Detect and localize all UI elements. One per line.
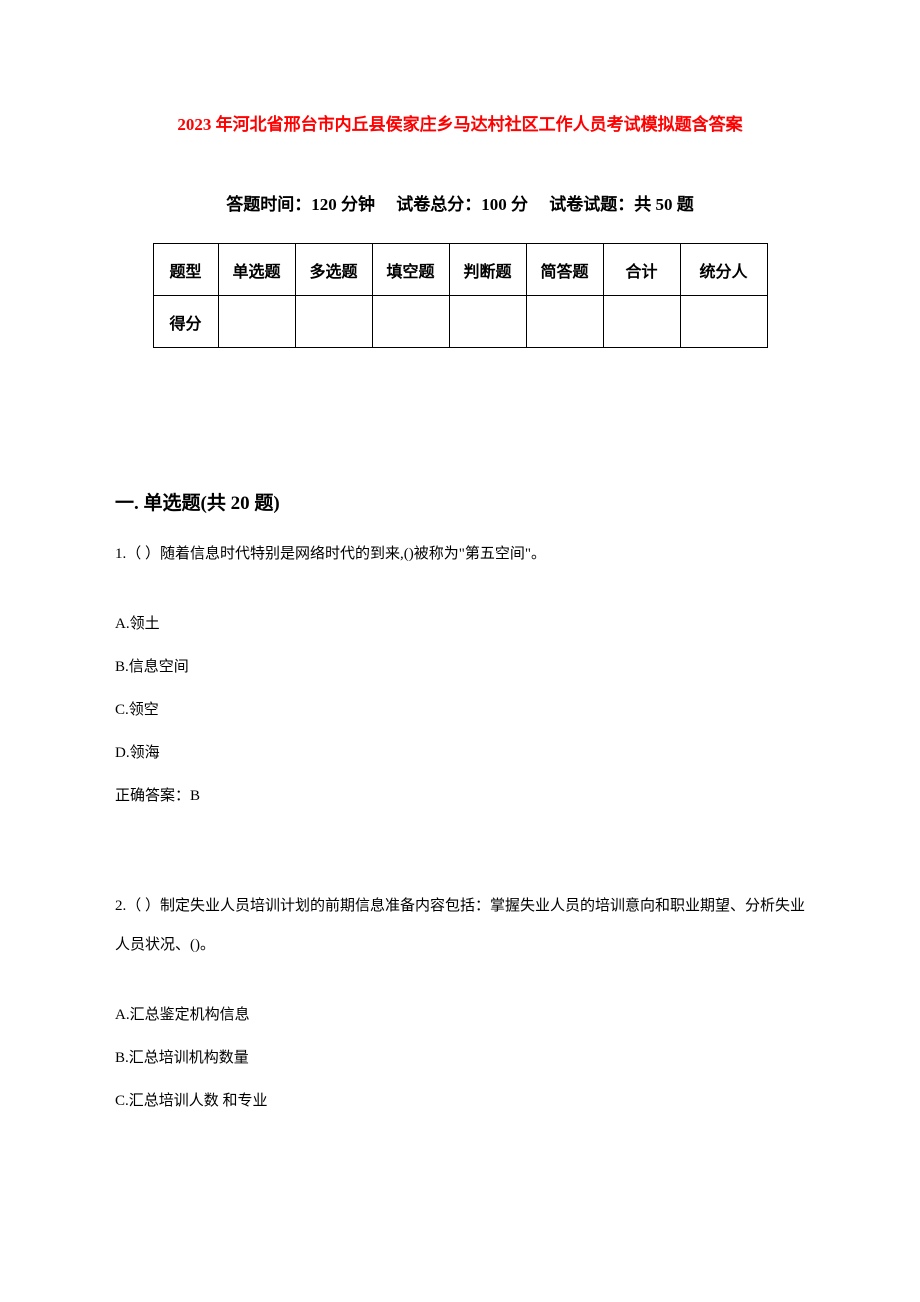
table-header-cell: 简答题 [526,244,603,296]
question-1-text: 1.（ ）随着信息时代特别是网络时代的到来,()被称为"第五空间"。 [115,543,805,566]
q2-option-c: C.汇总培训人数 和专业 [115,1089,805,1110]
q2-option-a: A.汇总鉴定机构信息 [115,1003,805,1024]
score-table: 题型 单选题 多选题 填空题 判断题 简答题 合计 统分人 得分 [153,243,768,348]
table-header-cell: 统分人 [680,244,767,296]
q1-option-d: D.领海 [115,741,805,762]
count-value: 共 50 题 [634,195,694,214]
table-empty-cell [372,296,449,348]
total-value: 100 分 [481,195,528,214]
table-empty-cell [295,296,372,348]
question-2-text: 2.（ ）制定失业人员培训计划的前期信息准备内容包括：掌握失业人员的培训意向和职… [115,887,805,965]
table-header-row: 题型 单选题 多选题 填空题 判断题 简答题 合计 统分人 [153,244,767,296]
table-header-cell: 题型 [153,244,218,296]
time-value: 120 分钟 [311,195,375,214]
table-empty-cell [218,296,295,348]
table-header-cell: 判断题 [449,244,526,296]
table-empty-cell [603,296,680,348]
table-empty-cell [680,296,767,348]
table-header-cell: 多选题 [295,244,372,296]
table-header-cell: 填空题 [372,244,449,296]
q2-option-b: B.汇总培训机构数量 [115,1046,805,1067]
time-label: 答题时间： [226,195,311,214]
section-heading: 一. 单选题(共 20 题) [115,488,805,515]
exam-title: 2023 年河北省邢台市内丘县侯家庄乡马达村社区工作人员考试模拟题含答案 [115,110,805,135]
count-label: 试卷试题： [549,195,634,214]
q1-option-a: A.领土 [115,612,805,633]
table-header-cell: 单选题 [218,244,295,296]
table-score-row: 得分 [153,296,767,348]
exam-info: 答题时间：120 分钟 试卷总分：100 分 试卷试题：共 50 题 [115,190,805,215]
q1-option-b: B.信息空间 [115,655,805,676]
table-empty-cell [449,296,526,348]
table-row-label: 得分 [153,296,218,348]
total-label: 试卷总分： [396,195,481,214]
table-header-cell: 合计 [603,244,680,296]
q1-option-c: C.领空 [115,698,805,719]
table-empty-cell [526,296,603,348]
q1-answer: 正确答案：B [115,784,805,805]
